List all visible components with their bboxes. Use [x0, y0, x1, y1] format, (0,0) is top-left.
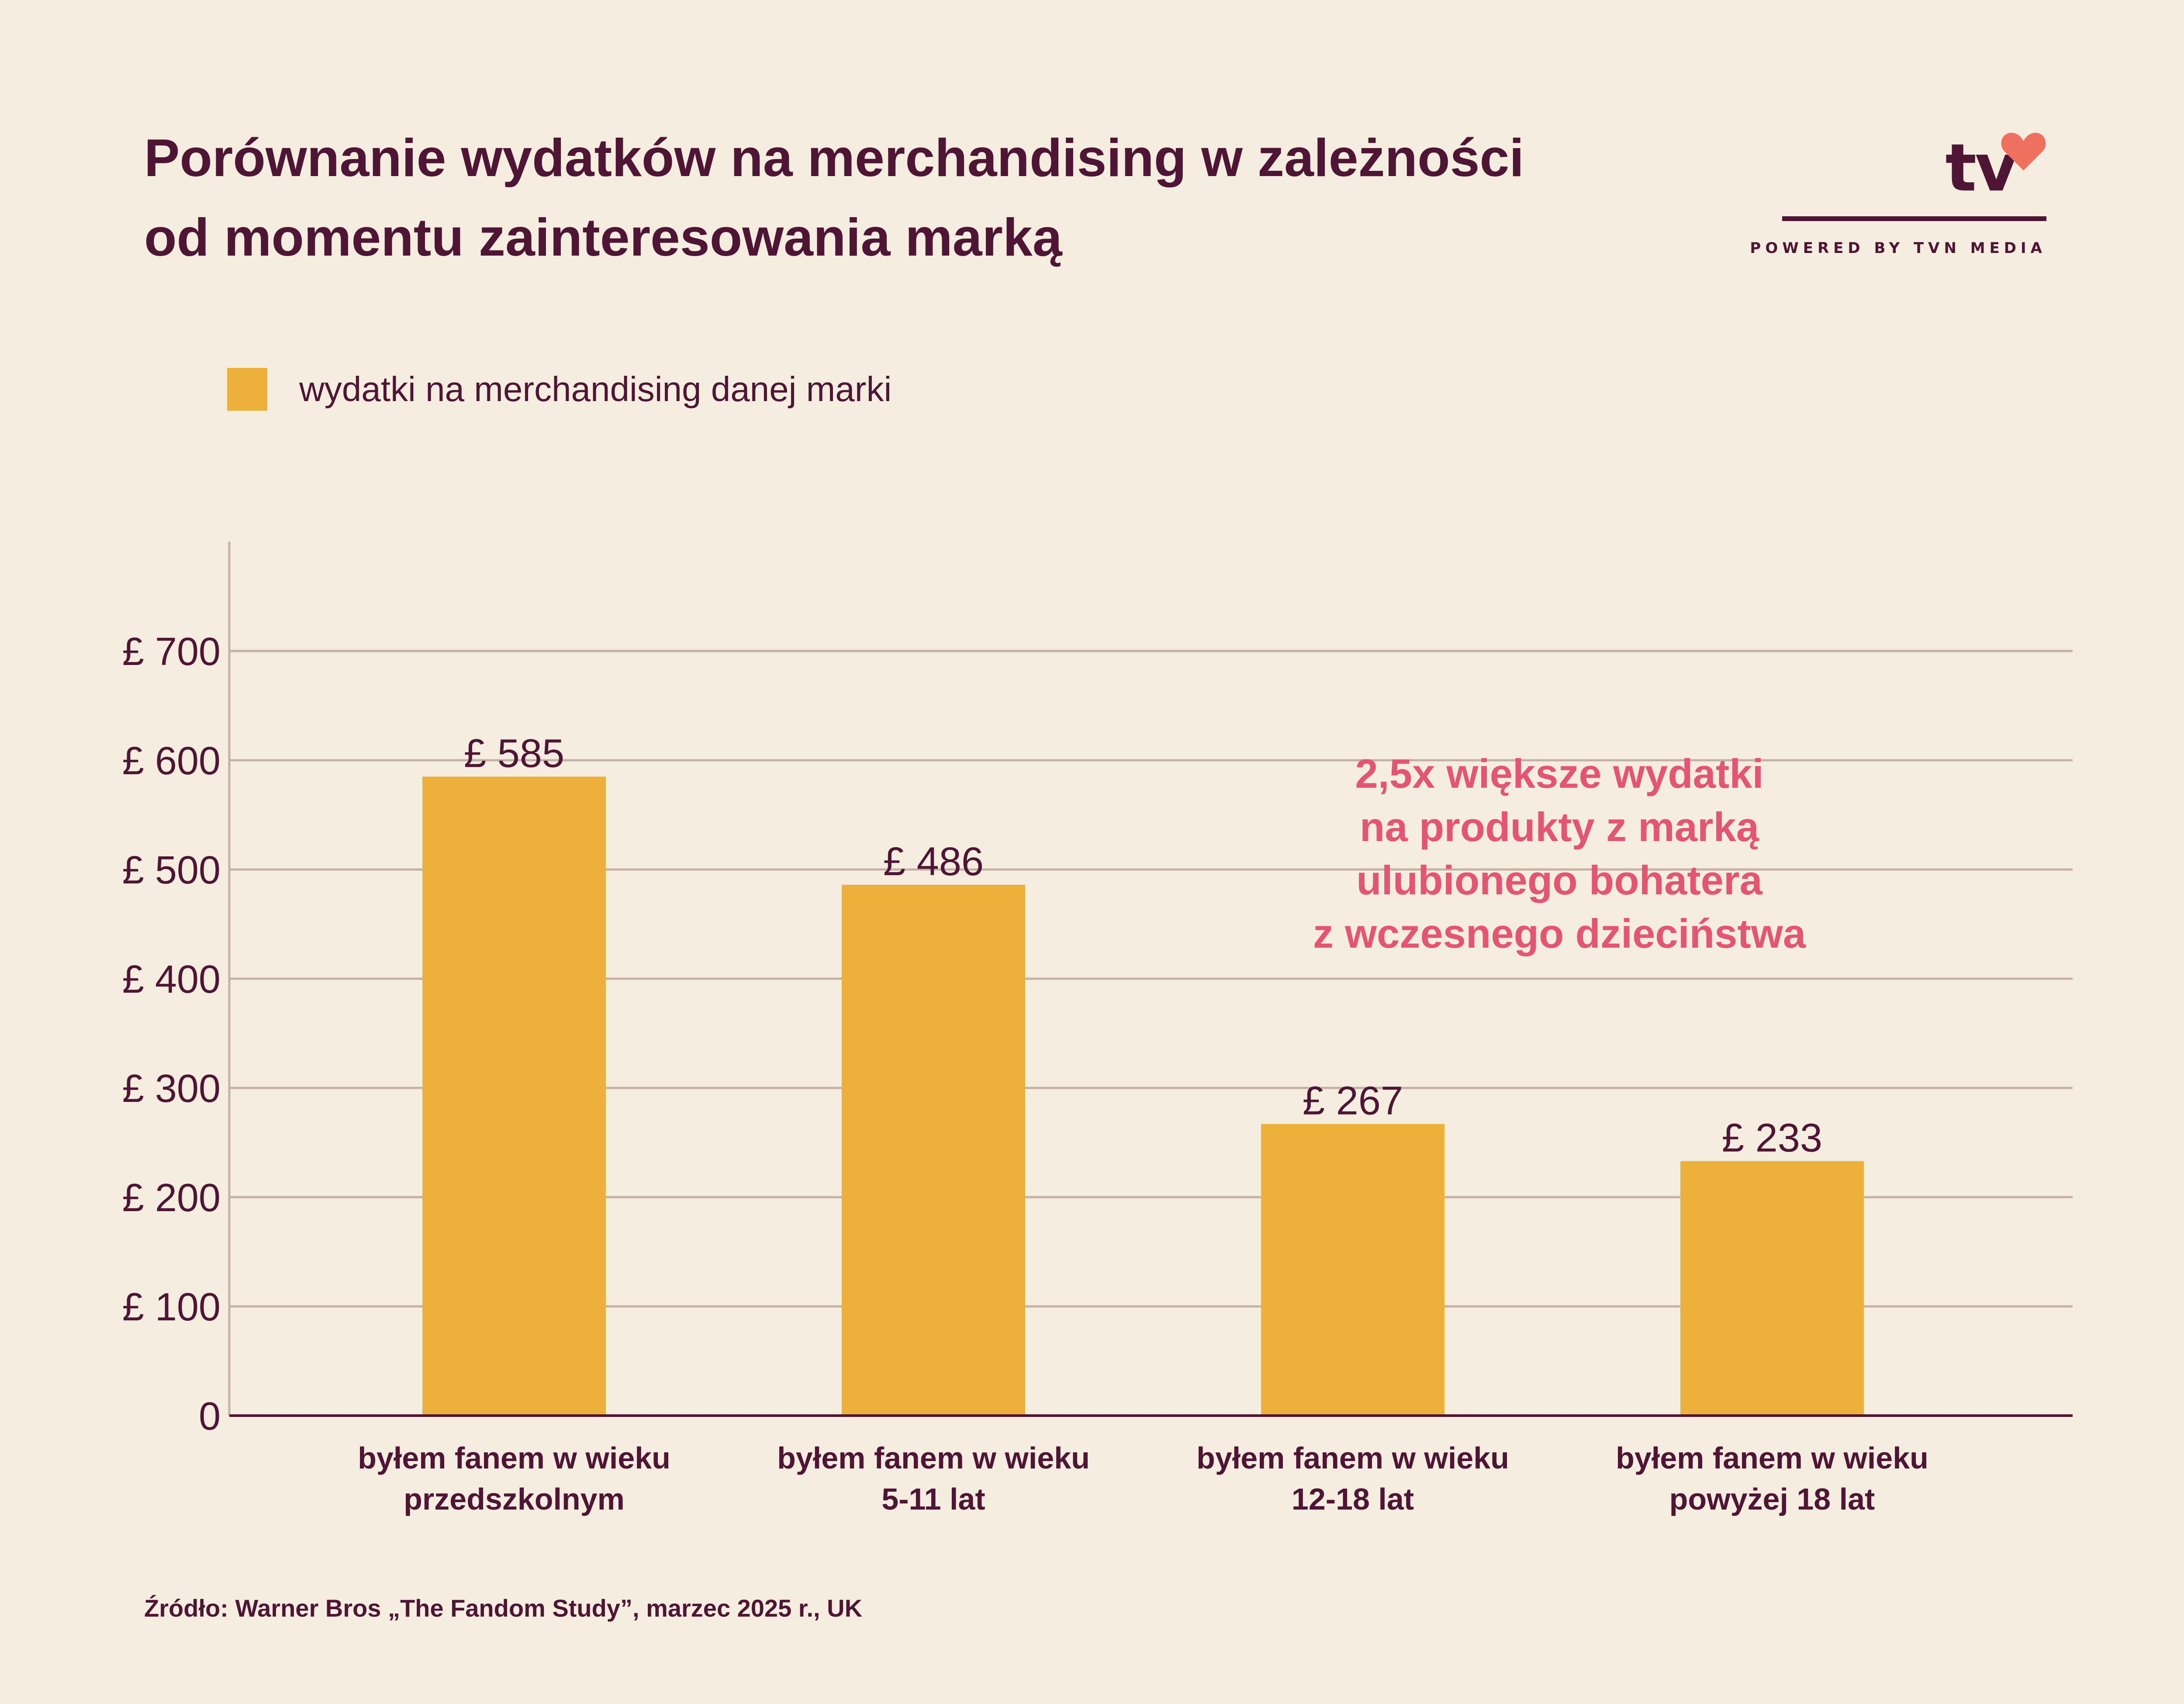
category-label-line: byłem fanem w wieku: [777, 1441, 1090, 1475]
y-tick-label: 0: [199, 1395, 221, 1438]
legend-label: wydatki na merchandising danej marki: [299, 370, 892, 409]
highlight-annotation: 2,5x większe wydatki na produkty z marką…: [1249, 747, 1870, 960]
category-label-line: przedszkolnym: [404, 1482, 625, 1516]
data-labels: £ 585 £ 486 £ 267 £ 233: [464, 731, 1822, 1160]
category-label-line: byłem fanem w wieku: [1616, 1441, 1928, 1475]
y-tick-label: £ 100: [122, 1285, 221, 1329]
category-label-12-18: byłem fanem w wieku 12-18 lat: [1156, 1437, 1549, 1520]
category-label-line: 12-18 lat: [1291, 1482, 1414, 1516]
y-tick-label: £ 400: [122, 958, 221, 1001]
heart-icon: [2001, 132, 2046, 171]
chart-title-line-1: Porównanie wydatków na merchandising w z…: [144, 128, 1524, 187]
chart-title: Porównanie wydatków na merchandising w z…: [144, 118, 1760, 277]
annotation-line: 2,5x większe wydatki: [1355, 751, 1764, 797]
logo-tagline: POWERED BY TVN MEDIA: [1750, 239, 2046, 257]
legend-swatch: [227, 368, 267, 411]
data-label: £ 585: [464, 731, 564, 776]
category-label-preschool: byłem fanem w wieku przedszkolnym: [318, 1437, 711, 1520]
data-label: £ 486: [883, 839, 984, 884]
tvn-logo: tv POWERED BY TVN MEDIA: [1750, 122, 2046, 267]
data-label: £ 267: [1303, 1079, 1403, 1123]
category-label-line: byłem fanem w wieku: [1196, 1441, 1509, 1475]
bars: [422, 776, 1864, 1416]
annotation-line: na produkty z marką: [1359, 804, 1759, 850]
category-label-line: 5-11 lat: [881, 1482, 985, 1516]
bar: [422, 776, 606, 1416]
y-tick-label: £ 200: [122, 1176, 221, 1220]
data-label: £ 233: [1722, 1116, 1822, 1160]
category-label-5-11: byłem fanem w wieku 5-11 lat: [737, 1437, 1130, 1520]
bar: [842, 885, 1025, 1416]
y-tick-label: £ 500: [122, 849, 221, 892]
y-tick-label: £ 600: [122, 739, 221, 783]
bar: [1261, 1124, 1444, 1416]
annotation-line: z wczesnego dzieciństwa: [1313, 911, 1806, 956]
category-label-over-18: byłem fanem w wieku powyżej 18 lat: [1576, 1437, 1969, 1520]
source-note: Źródło: Warner Bros „The Fandom Study”, …: [144, 1594, 863, 1622]
y-tick-label: £ 700: [122, 630, 221, 674]
chart-title-line-2: od momentu zainteresowania marką: [144, 208, 1062, 267]
logo-divider: [1782, 216, 2046, 221]
y-tick-label: £ 300: [122, 1067, 221, 1111]
category-label-line: powyżej 18 lat: [1669, 1482, 1875, 1516]
category-label-line: byłem fanem w wieku: [358, 1441, 670, 1475]
bar: [1680, 1161, 1864, 1416]
y-axis-ticks: 0 £ 100 £ 200 £ 300 £ 400 £ 500 £ 600 £ 700: [122, 630, 221, 1438]
annotation-line: ulubionego bohatera: [1356, 857, 1762, 903]
